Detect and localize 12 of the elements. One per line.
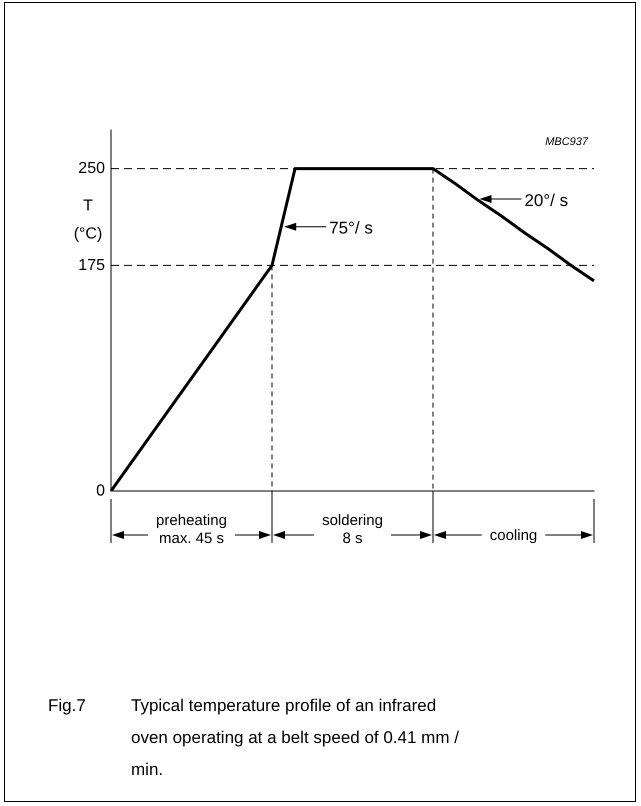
y-axis-title: T (°C) bbox=[74, 198, 102, 243]
text: soldering 8 s bbox=[322, 512, 383, 547]
y-tick-label: 250 bbox=[78, 160, 106, 178]
annotation: 20°/ s bbox=[524, 190, 568, 210]
text: cooling bbox=[490, 527, 538, 544]
y-tick-label: 175 bbox=[78, 256, 106, 274]
annotation: 75°/ s bbox=[329, 218, 373, 238]
text: Typical temperature profile of an infrared oven operating at a belt speed of 0.41 mm / min. bbox=[131, 695, 460, 781]
caption: Fig.7 bbox=[48, 695, 87, 717]
annotation: MBC937 bbox=[545, 136, 589, 148]
text: preheating max. 45 s bbox=[156, 512, 227, 547]
y-tick-label: 0 bbox=[96, 482, 106, 500]
